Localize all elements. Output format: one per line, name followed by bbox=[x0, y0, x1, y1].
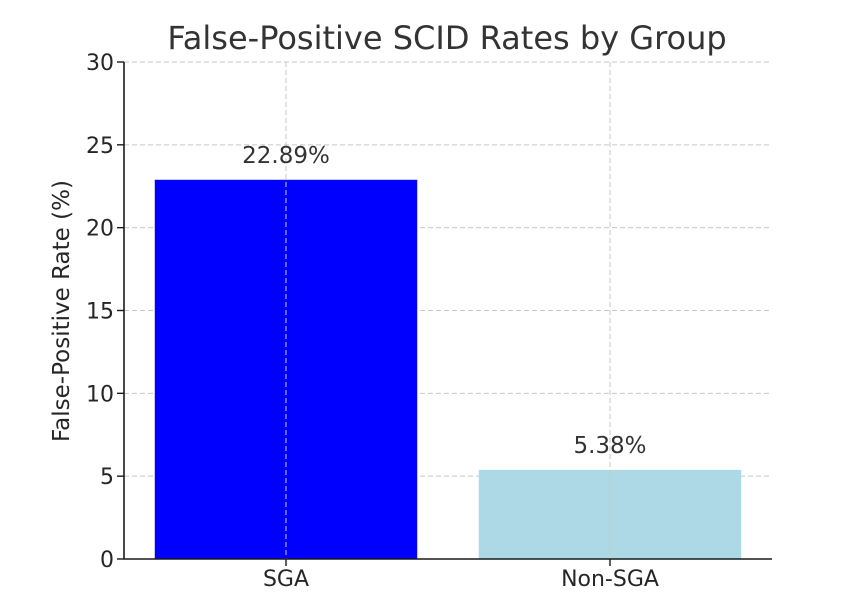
x-tick-label: Non-SGA bbox=[561, 567, 659, 592]
chart-title: False-Positive SCID Rates by Group bbox=[167, 19, 726, 57]
y-axis-label: False-Positive Rate (%) bbox=[49, 180, 75, 442]
x-tick-labels: SGA Non-SGA bbox=[263, 567, 659, 592]
y-tick-label: 30 bbox=[86, 51, 114, 76]
y-tick-label: 20 bbox=[86, 217, 114, 242]
data-label: 22.89% bbox=[242, 143, 330, 169]
y-tick-labels: 0 5 10 15 20 25 30 bbox=[86, 51, 114, 573]
axes bbox=[117, 61, 772, 566]
y-tick-label: 15 bbox=[86, 300, 114, 325]
y-tick-label: 5 bbox=[100, 465, 114, 490]
data-label: 5.38% bbox=[573, 433, 646, 459]
y-tick-label: 0 bbox=[100, 548, 114, 573]
y-tick-label: 25 bbox=[86, 134, 114, 159]
x-tick-label: SGA bbox=[263, 567, 309, 592]
data-labels: 22.89% 5.38% bbox=[242, 143, 646, 459]
y-tick-label: 10 bbox=[86, 382, 114, 407]
vertical-gridlines bbox=[285, 62, 611, 559]
bars bbox=[154, 179, 742, 559]
